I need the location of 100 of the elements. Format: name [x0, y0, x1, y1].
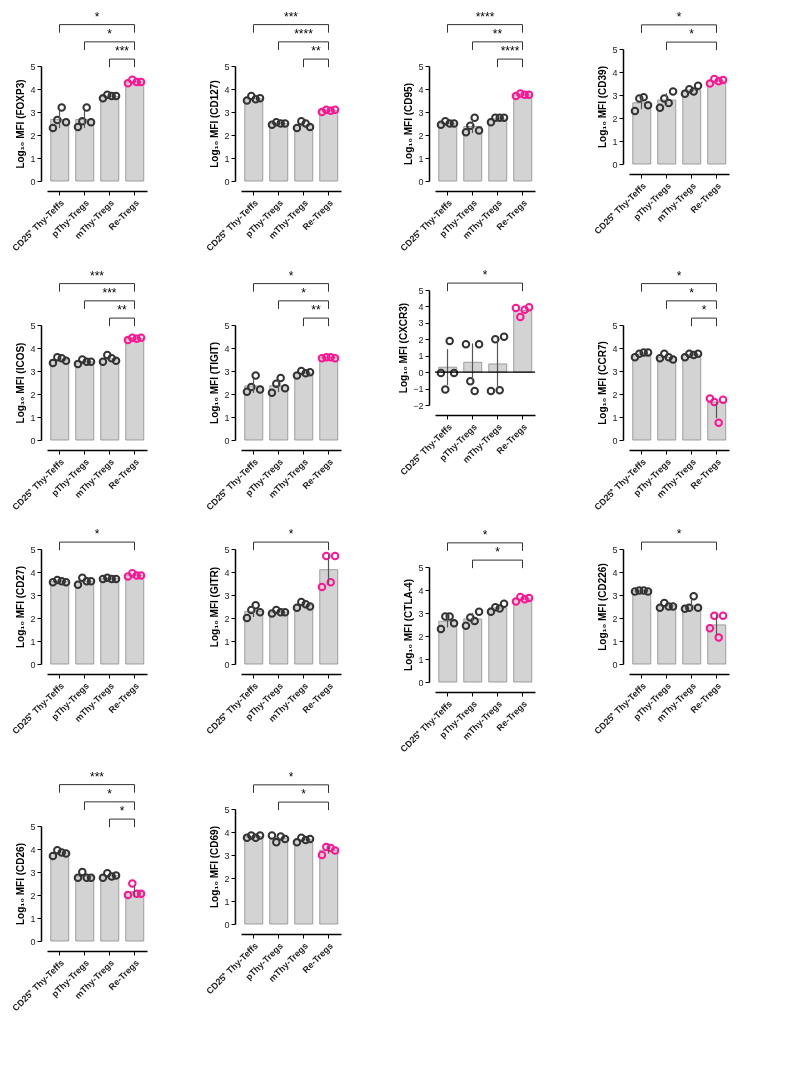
- y-tick-label: 0: [30, 936, 36, 947]
- y-tick-label: −2: [413, 400, 424, 411]
- y-tick-label: 0: [224, 435, 230, 446]
- text: *: [676, 268, 682, 283]
- text: **: [492, 26, 503, 41]
- y-axis-title: Log₁₀ MFI (CD95): [403, 83, 415, 165]
- y-tick-label: 4: [612, 67, 618, 78]
- text: **: [117, 303, 127, 318]
- y-tick-label: 4: [224, 827, 230, 838]
- y-tick-label: 3: [224, 850, 230, 861]
- y-tick-label: 5: [612, 44, 618, 55]
- y-tick-label: 0: [224, 176, 230, 187]
- y-tick-label: 1: [612, 136, 618, 147]
- y-tick-label: 5: [612, 320, 618, 331]
- y-tick-label: −1: [413, 384, 424, 395]
- text: ***: [89, 769, 105, 784]
- y-tick-label: 2: [418, 334, 424, 345]
- y-tick-label: 2: [418, 631, 424, 642]
- y-tick-label: 0: [418, 176, 424, 187]
- y-tick-label: 2: [30, 890, 36, 901]
- y-tick-label: 2: [224, 389, 230, 400]
- y-tick-label: 2: [612, 113, 618, 124]
- text: *: [701, 303, 707, 318]
- y-tick-label: 1: [224, 412, 230, 423]
- text: *: [301, 285, 307, 300]
- y-axis-title: Log₁₀ MFI (CD226): [597, 563, 609, 651]
- text: *: [119, 804, 125, 819]
- y-tick-label: 2: [224, 613, 230, 624]
- text: *: [288, 769, 294, 784]
- y-tick-label: 1: [30, 913, 36, 924]
- y-axis-title: Log₁₀ MFI (CD26): [15, 843, 27, 925]
- text: *: [689, 285, 695, 300]
- y-tick-label: 1: [224, 153, 230, 164]
- y-tick-label: 0: [30, 176, 36, 187]
- text: ***: [283, 9, 299, 24]
- y-tick-label: 0: [612, 435, 618, 446]
- y-tick-label: 1: [418, 351, 424, 362]
- y-tick-label: 5: [418, 285, 424, 296]
- y-axis-title: Log₁₀ MFI (CD39): [597, 66, 609, 148]
- y-tick-label: 3: [612, 90, 618, 101]
- y-tick-label: 0: [612, 159, 618, 170]
- text: *: [94, 9, 100, 24]
- y-tick-label: 1: [30, 153, 36, 164]
- y-tick-label: 4: [418, 84, 424, 95]
- text: *: [107, 786, 113, 801]
- y-tick-label: 3: [224, 366, 230, 377]
- y-tick-label: 3: [418, 608, 424, 619]
- text: *: [94, 527, 100, 542]
- y-tick-label: 1: [612, 412, 618, 423]
- y-tick-label: 5: [30, 821, 36, 832]
- y-tick-label: 0: [224, 659, 230, 670]
- y-tick-label: 1: [30, 412, 36, 423]
- y-tick-label: 3: [418, 318, 424, 329]
- text: ***: [114, 44, 130, 59]
- text: ***: [89, 268, 105, 283]
- y-tick-label: 2: [612, 613, 618, 624]
- y-tick-label: 3: [224, 590, 230, 601]
- y-tick-label: 4: [612, 343, 618, 354]
- text: *: [482, 268, 488, 283]
- text: *: [288, 268, 294, 283]
- text: *: [495, 545, 501, 560]
- y-axis-title: Log₁₀ MFI (CD127): [209, 80, 221, 168]
- y-tick-label: 5: [418, 61, 424, 72]
- y-tick-label: 3: [30, 366, 36, 377]
- y-tick-label: 0: [30, 435, 36, 446]
- y-tick-label: 3: [30, 590, 36, 601]
- y-axis-title: Log₁₀ MFI (ICOS): [15, 342, 27, 424]
- text: *: [107, 26, 113, 41]
- y-tick-label: 1: [224, 896, 230, 907]
- y-tick-label: 0: [418, 367, 424, 378]
- text: *: [676, 9, 682, 24]
- y-tick-label: 5: [418, 562, 424, 573]
- text: *: [288, 527, 294, 542]
- y-tick-label: 0: [30, 659, 36, 670]
- y-tick-label: 0: [224, 919, 230, 930]
- y-tick-label: 3: [30, 107, 36, 118]
- y-tick-label: 3: [612, 590, 618, 601]
- y-tick-label: 4: [30, 84, 36, 95]
- text: *: [482, 527, 488, 542]
- text: ****: [500, 44, 520, 59]
- y-tick-label: 4: [418, 585, 424, 596]
- text: **: [311, 303, 321, 318]
- y-tick-label: 1: [418, 654, 424, 665]
- y-tick-label: 1: [612, 636, 618, 647]
- y-tick-label: 5: [224, 544, 230, 555]
- y-axis-title: Log₁₀ MFI (GITR): [209, 566, 221, 648]
- y-tick-label: 1: [418, 153, 424, 164]
- y-axis-title: Log₁₀ MFI (CTLA-4): [403, 579, 415, 671]
- y-axis-title: Log₁₀ MFI (CD27): [15, 566, 27, 648]
- y-tick-label: 4: [224, 567, 230, 578]
- y-tick-label: 4: [30, 844, 36, 855]
- y-tick-label: 2: [30, 613, 36, 624]
- text: ****: [294, 26, 314, 41]
- y-axis-title: Log₁₀ MFI (TIGIT): [209, 342, 221, 424]
- y-tick-label: 3: [612, 366, 618, 377]
- text: ***: [102, 285, 117, 300]
- y-tick-label: 5: [612, 544, 618, 555]
- y-tick-label: 5: [224, 320, 230, 331]
- y-tick-label: 2: [224, 873, 230, 884]
- y-tick-label: 2: [418, 130, 424, 141]
